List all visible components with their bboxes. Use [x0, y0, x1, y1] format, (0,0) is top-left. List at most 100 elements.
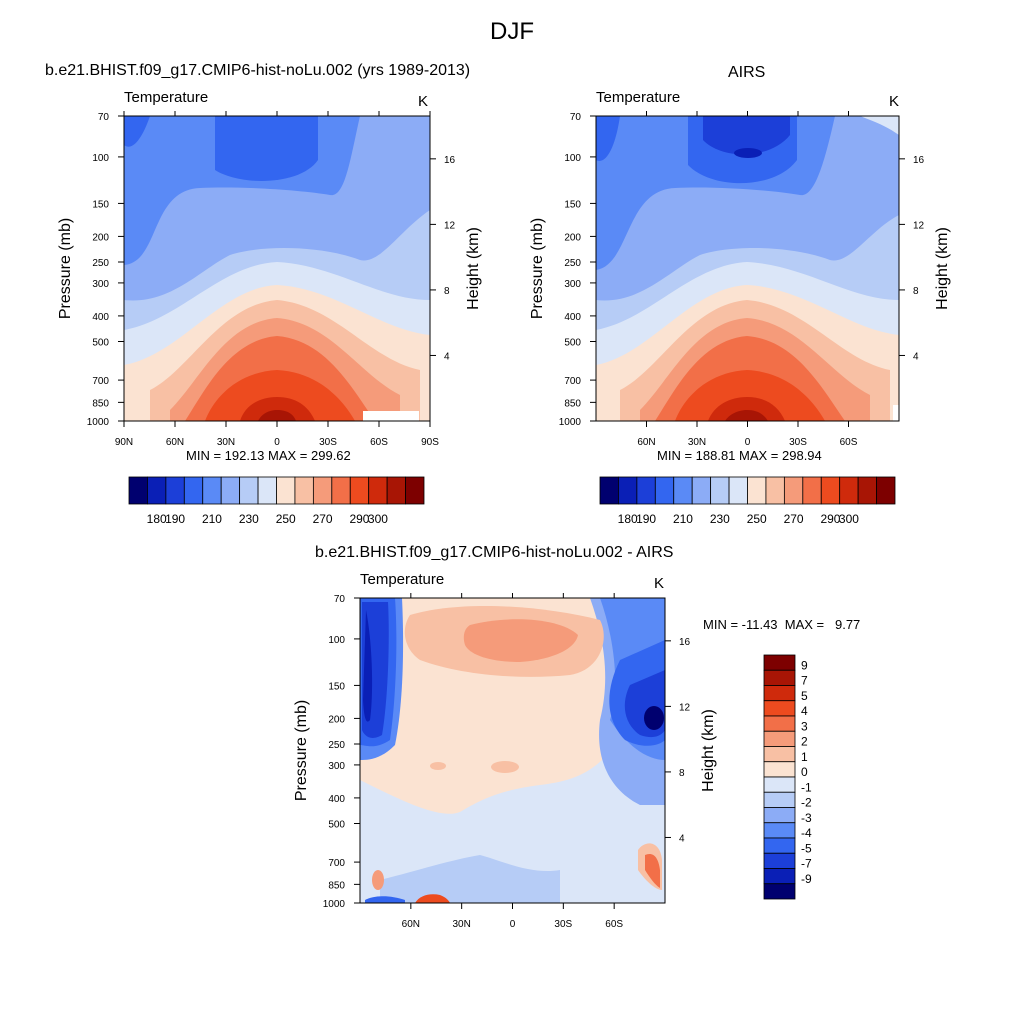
- y-tick-diff: 700: [328, 858, 360, 869]
- colorbar-label-diff: 9: [801, 658, 808, 672]
- y-right-tick-diff: 8: [665, 768, 685, 779]
- y-axis-title-diff: Pressure (mb): [293, 700, 310, 801]
- colorbar-box-obs: [783, 476, 804, 505]
- x-tick-model: 0: [274, 111, 280, 448]
- colorbar-label-obs: 300: [839, 512, 859, 526]
- x-tick-obs: 30S: [789, 111, 807, 448]
- y-tick-label-obs: 300: [564, 279, 581, 290]
- x-tick-model: 90N: [115, 111, 133, 448]
- minmax-diff: MIN = -11.43 MAX = 9.77: [703, 617, 861, 632]
- y-right-axis-title-model: Height (km): [465, 227, 482, 310]
- y-tick-label-diff: 500: [328, 820, 345, 831]
- y-tick-label-model: 400: [92, 312, 109, 323]
- colorbar-box-diff: [763, 700, 796, 717]
- colorbar-label-obs: 210: [673, 512, 693, 526]
- colorbar-box-obs: [839, 476, 859, 505]
- y-tick-label-diff: 70: [334, 594, 346, 605]
- colorbar-label-diff: -3: [801, 811, 812, 825]
- colorbar-box-model: [147, 476, 167, 505]
- y-right-tick-label-obs: 16: [913, 155, 925, 166]
- colorbar-box-diff: [763, 807, 796, 824]
- x-tick-diff: 30S: [554, 593, 573, 930]
- y-tick-label-obs: 1000: [559, 417, 582, 428]
- y-tick-diff: 100: [328, 635, 360, 646]
- colorbar-box-obs: [765, 476, 785, 505]
- y-tick-diff: 400: [328, 794, 360, 805]
- colorbar-box-obs: [747, 476, 767, 505]
- y-tick-model: 500: [92, 338, 124, 349]
- y-tick-obs: 850: [564, 398, 596, 409]
- y-tick-model: 400: [92, 312, 124, 323]
- y-right-tick-label-obs: 12: [913, 220, 925, 231]
- x-tick-diff: 0: [510, 593, 516, 930]
- axes-layer: 7010015020025030040050070085010004812169…: [57, 111, 951, 930]
- x-tick-label-model: 90S: [421, 437, 439, 448]
- panel-title-model: b.e21.BHIST.f09_g17.CMIP6-hist-noLu.002 …: [45, 62, 471, 79]
- y-tick-obs: 1000: [559, 417, 596, 428]
- y-tick-obs: 400: [564, 312, 596, 323]
- y-tick-model: 200: [92, 232, 124, 243]
- y-tick-diff: 300: [328, 761, 360, 772]
- y-tick-label-model: 700: [92, 376, 109, 387]
- y-tick-label-diff: 200: [328, 714, 345, 725]
- y-right-tick-label-model: 4: [444, 351, 450, 362]
- y-right-tick-model: 4: [430, 351, 450, 362]
- x-tick-label-obs: 60S: [840, 437, 858, 448]
- colorbar-label-diff: -9: [801, 872, 812, 886]
- figure-title: DJF: [490, 18, 534, 45]
- y-right-tick-obs: 12: [899, 220, 925, 231]
- y-tick-label-obs: 700: [564, 376, 581, 387]
- y-right-tick-model: 16: [430, 155, 456, 166]
- colorbar-label-obs: 290: [820, 512, 840, 526]
- colorbar-box-model: [257, 476, 277, 505]
- colorbar-label-diff: 5: [801, 689, 808, 703]
- colorbar-label-diff: 4: [801, 704, 808, 718]
- y-tick-label-obs: 70: [570, 112, 582, 123]
- y-tick-label-diff: 400: [328, 794, 345, 805]
- panel-title-obs: AIRS: [728, 64, 766, 81]
- colorbar-box-diff: [763, 852, 796, 869]
- colorbar-box-obs: [710, 476, 730, 505]
- y-tick-model: 100: [92, 153, 124, 164]
- colorbar-box-model: [183, 476, 204, 505]
- x-tick-label-model: 60N: [166, 437, 184, 448]
- colorbar-box-diff: [763, 837, 796, 854]
- colorbar-box-model: [202, 476, 222, 505]
- y-tick-label-diff: 150: [328, 681, 345, 692]
- colorbar-label-obs: 270: [784, 512, 804, 526]
- y-tick-label-model: 250: [92, 258, 109, 269]
- colorbar-box-model: [165, 476, 185, 505]
- x-tick-label-diff: 30N: [452, 919, 470, 930]
- colorbar-label-diff: 0: [801, 765, 808, 779]
- x-tick-diff: 60S: [605, 593, 623, 930]
- y-tick-label-diff: 300: [328, 761, 345, 772]
- y-tick-diff: 1000: [323, 899, 360, 910]
- y-axis-title-obs: Pressure (mb): [529, 218, 546, 319]
- colorbar-box-model: [349, 476, 370, 505]
- y-tick-label-model: 150: [92, 199, 109, 210]
- y-tick-label-obs: 400: [564, 312, 581, 323]
- colorbar-box-model: [239, 476, 259, 505]
- colorbar-box-obs: [876, 476, 896, 505]
- x-tick-diff: 60N: [402, 593, 420, 930]
- colorbar-box-obs: [728, 476, 748, 505]
- x-tick-label-diff: 0: [510, 919, 516, 930]
- x-tick-label-obs: 60N: [637, 437, 655, 448]
- y-tick-diff: 200: [328, 714, 360, 725]
- y-right-axis-title-diff: Height (km): [700, 709, 717, 792]
- colorbar-box-diff: [763, 730, 796, 747]
- colorbar-label-diff: 7: [801, 674, 808, 688]
- y-tick-obs: 300: [564, 279, 596, 290]
- colorbar-label-model: 190: [165, 512, 185, 526]
- colorbar-box-model: [276, 476, 296, 505]
- y-right-tick-diff: 12: [665, 702, 691, 713]
- y-right-tick-model: 8: [430, 286, 450, 297]
- y-right-axis-title-obs: Height (km): [934, 227, 951, 310]
- colorbar-label-diff: -4: [801, 826, 812, 840]
- y-tick-diff: 150: [328, 681, 360, 692]
- left-string-diff: Temperature: [360, 571, 445, 588]
- colorbar-box-obs: [599, 476, 619, 505]
- colorbar-label-model: 210: [202, 512, 222, 526]
- y-tick-model: 70: [98, 112, 124, 123]
